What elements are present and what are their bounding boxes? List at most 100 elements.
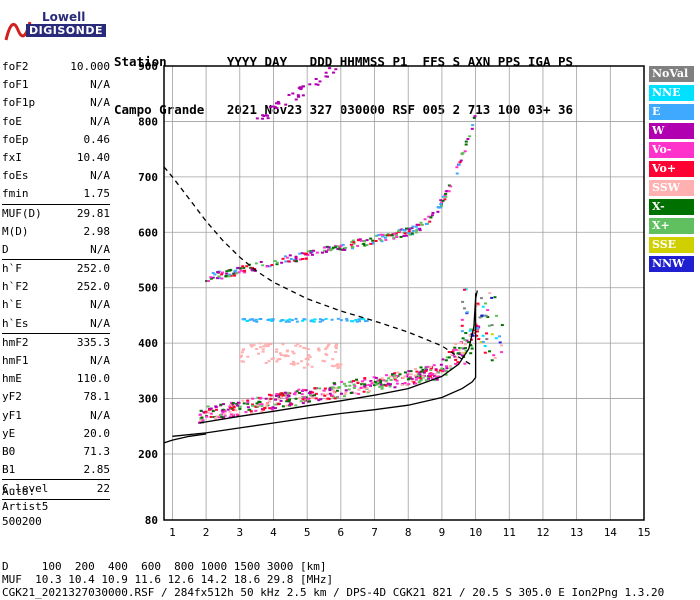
echo-dot	[407, 370, 411, 373]
echo-dot	[274, 398, 278, 401]
trace-line-F2-o-trace	[199, 290, 478, 424]
echo-dot	[323, 360, 327, 363]
echo-dot	[458, 353, 462, 356]
echo-dot	[413, 374, 417, 377]
x-tick-label: 3	[236, 526, 243, 539]
echo-dot	[264, 114, 268, 117]
echo-dot	[306, 398, 310, 401]
echo-dot	[199, 420, 203, 423]
echo-dot	[237, 271, 241, 274]
legend-item: Vo+	[649, 161, 694, 177]
echo-dot	[464, 143, 468, 146]
echo-dot	[464, 347, 468, 350]
echo-dot	[435, 378, 439, 381]
echo-dot	[274, 394, 278, 397]
echo-dot	[301, 388, 305, 391]
echo-dot	[357, 318, 361, 321]
echo-dot	[285, 256, 289, 259]
echo-dot	[295, 320, 299, 323]
echo-dot	[250, 268, 254, 271]
echo-dot	[379, 379, 383, 382]
echo-dot	[284, 392, 288, 395]
echo-dot	[397, 230, 401, 233]
echo-dot	[420, 370, 424, 373]
echo-dot	[402, 234, 406, 237]
echo-dot	[453, 346, 457, 349]
echo-dot	[301, 257, 305, 260]
param-key: h`F2	[2, 280, 29, 294]
echo-dot	[476, 302, 480, 305]
param-value: N/A	[90, 114, 110, 128]
echo-dot	[480, 314, 484, 317]
echo-dot	[241, 348, 245, 351]
echo-dot	[376, 379, 380, 382]
echo-dot	[392, 237, 396, 240]
param-value: 335.3	[76, 335, 110, 349]
echo-dot	[472, 116, 476, 119]
echo-dot	[201, 419, 205, 422]
echo-dot	[260, 403, 264, 406]
echo-dot	[318, 318, 322, 321]
echo-dot	[262, 408, 266, 411]
echo-dot	[280, 392, 284, 395]
echo-dot	[387, 234, 391, 237]
echo-dot	[420, 223, 424, 226]
ionospheric-parameters: foF2 10.000 foF1 N/A foF1p N/A foE N/A foEp 0…	[2, 58, 110, 500]
echo-dot	[267, 360, 271, 363]
echo-dot	[363, 383, 367, 386]
echo-dot	[410, 377, 414, 380]
echo-dot	[335, 389, 339, 392]
echo-dot	[393, 233, 397, 236]
echo-dot	[380, 377, 384, 380]
echo-dot	[351, 245, 355, 248]
echo-dot	[287, 93, 291, 96]
echo-dot	[280, 261, 284, 264]
echo-dot	[301, 402, 305, 405]
echo-dot	[215, 277, 219, 280]
echo-dot	[339, 363, 343, 366]
echo-dot	[260, 405, 264, 408]
param-key: foEs	[2, 169, 29, 183]
param-row: foF1p N/A	[2, 94, 110, 112]
echo-dot	[229, 413, 233, 416]
echo-dot	[342, 382, 346, 385]
echo-dot	[429, 216, 433, 219]
echo-dot	[262, 345, 266, 348]
echo-dot	[312, 394, 316, 397]
echo-dot	[268, 265, 272, 268]
echo-dot	[292, 363, 296, 366]
echo-dot	[441, 358, 445, 361]
echo-dot	[281, 405, 285, 408]
legend-item: NoVal	[649, 66, 694, 82]
param-key: foF1p	[2, 96, 36, 110]
echo-dot	[464, 288, 468, 291]
echo-dot	[490, 296, 494, 299]
echo-dot	[329, 248, 333, 251]
echo-dot	[251, 403, 255, 406]
param-row: foF2 10.000	[2, 58, 110, 76]
echo-dot	[322, 389, 326, 392]
echo-dot	[297, 87, 301, 90]
y-tick-label: 600	[138, 226, 158, 239]
echo-dot	[274, 102, 278, 105]
echo-dot	[492, 354, 496, 357]
echo-dot	[324, 71, 328, 74]
echo-dot	[325, 354, 329, 357]
echo-dot	[304, 358, 308, 361]
echo-dot	[458, 346, 462, 349]
echo-dot	[407, 377, 411, 380]
echo-dot	[330, 318, 334, 321]
echo-dot	[401, 376, 405, 379]
echo-dot	[481, 334, 485, 337]
echo-dot	[476, 330, 480, 333]
echo-dot	[271, 105, 275, 108]
echo-dot	[221, 271, 225, 274]
x-tick-label: 11	[503, 526, 516, 539]
echo-dot	[303, 252, 307, 255]
echo-dot	[220, 409, 224, 412]
echo-dot	[233, 271, 237, 274]
param-value: 1.75	[83, 187, 111, 201]
echo-dot	[206, 411, 210, 414]
echo-dot	[309, 390, 313, 393]
echo-dot	[444, 192, 448, 195]
